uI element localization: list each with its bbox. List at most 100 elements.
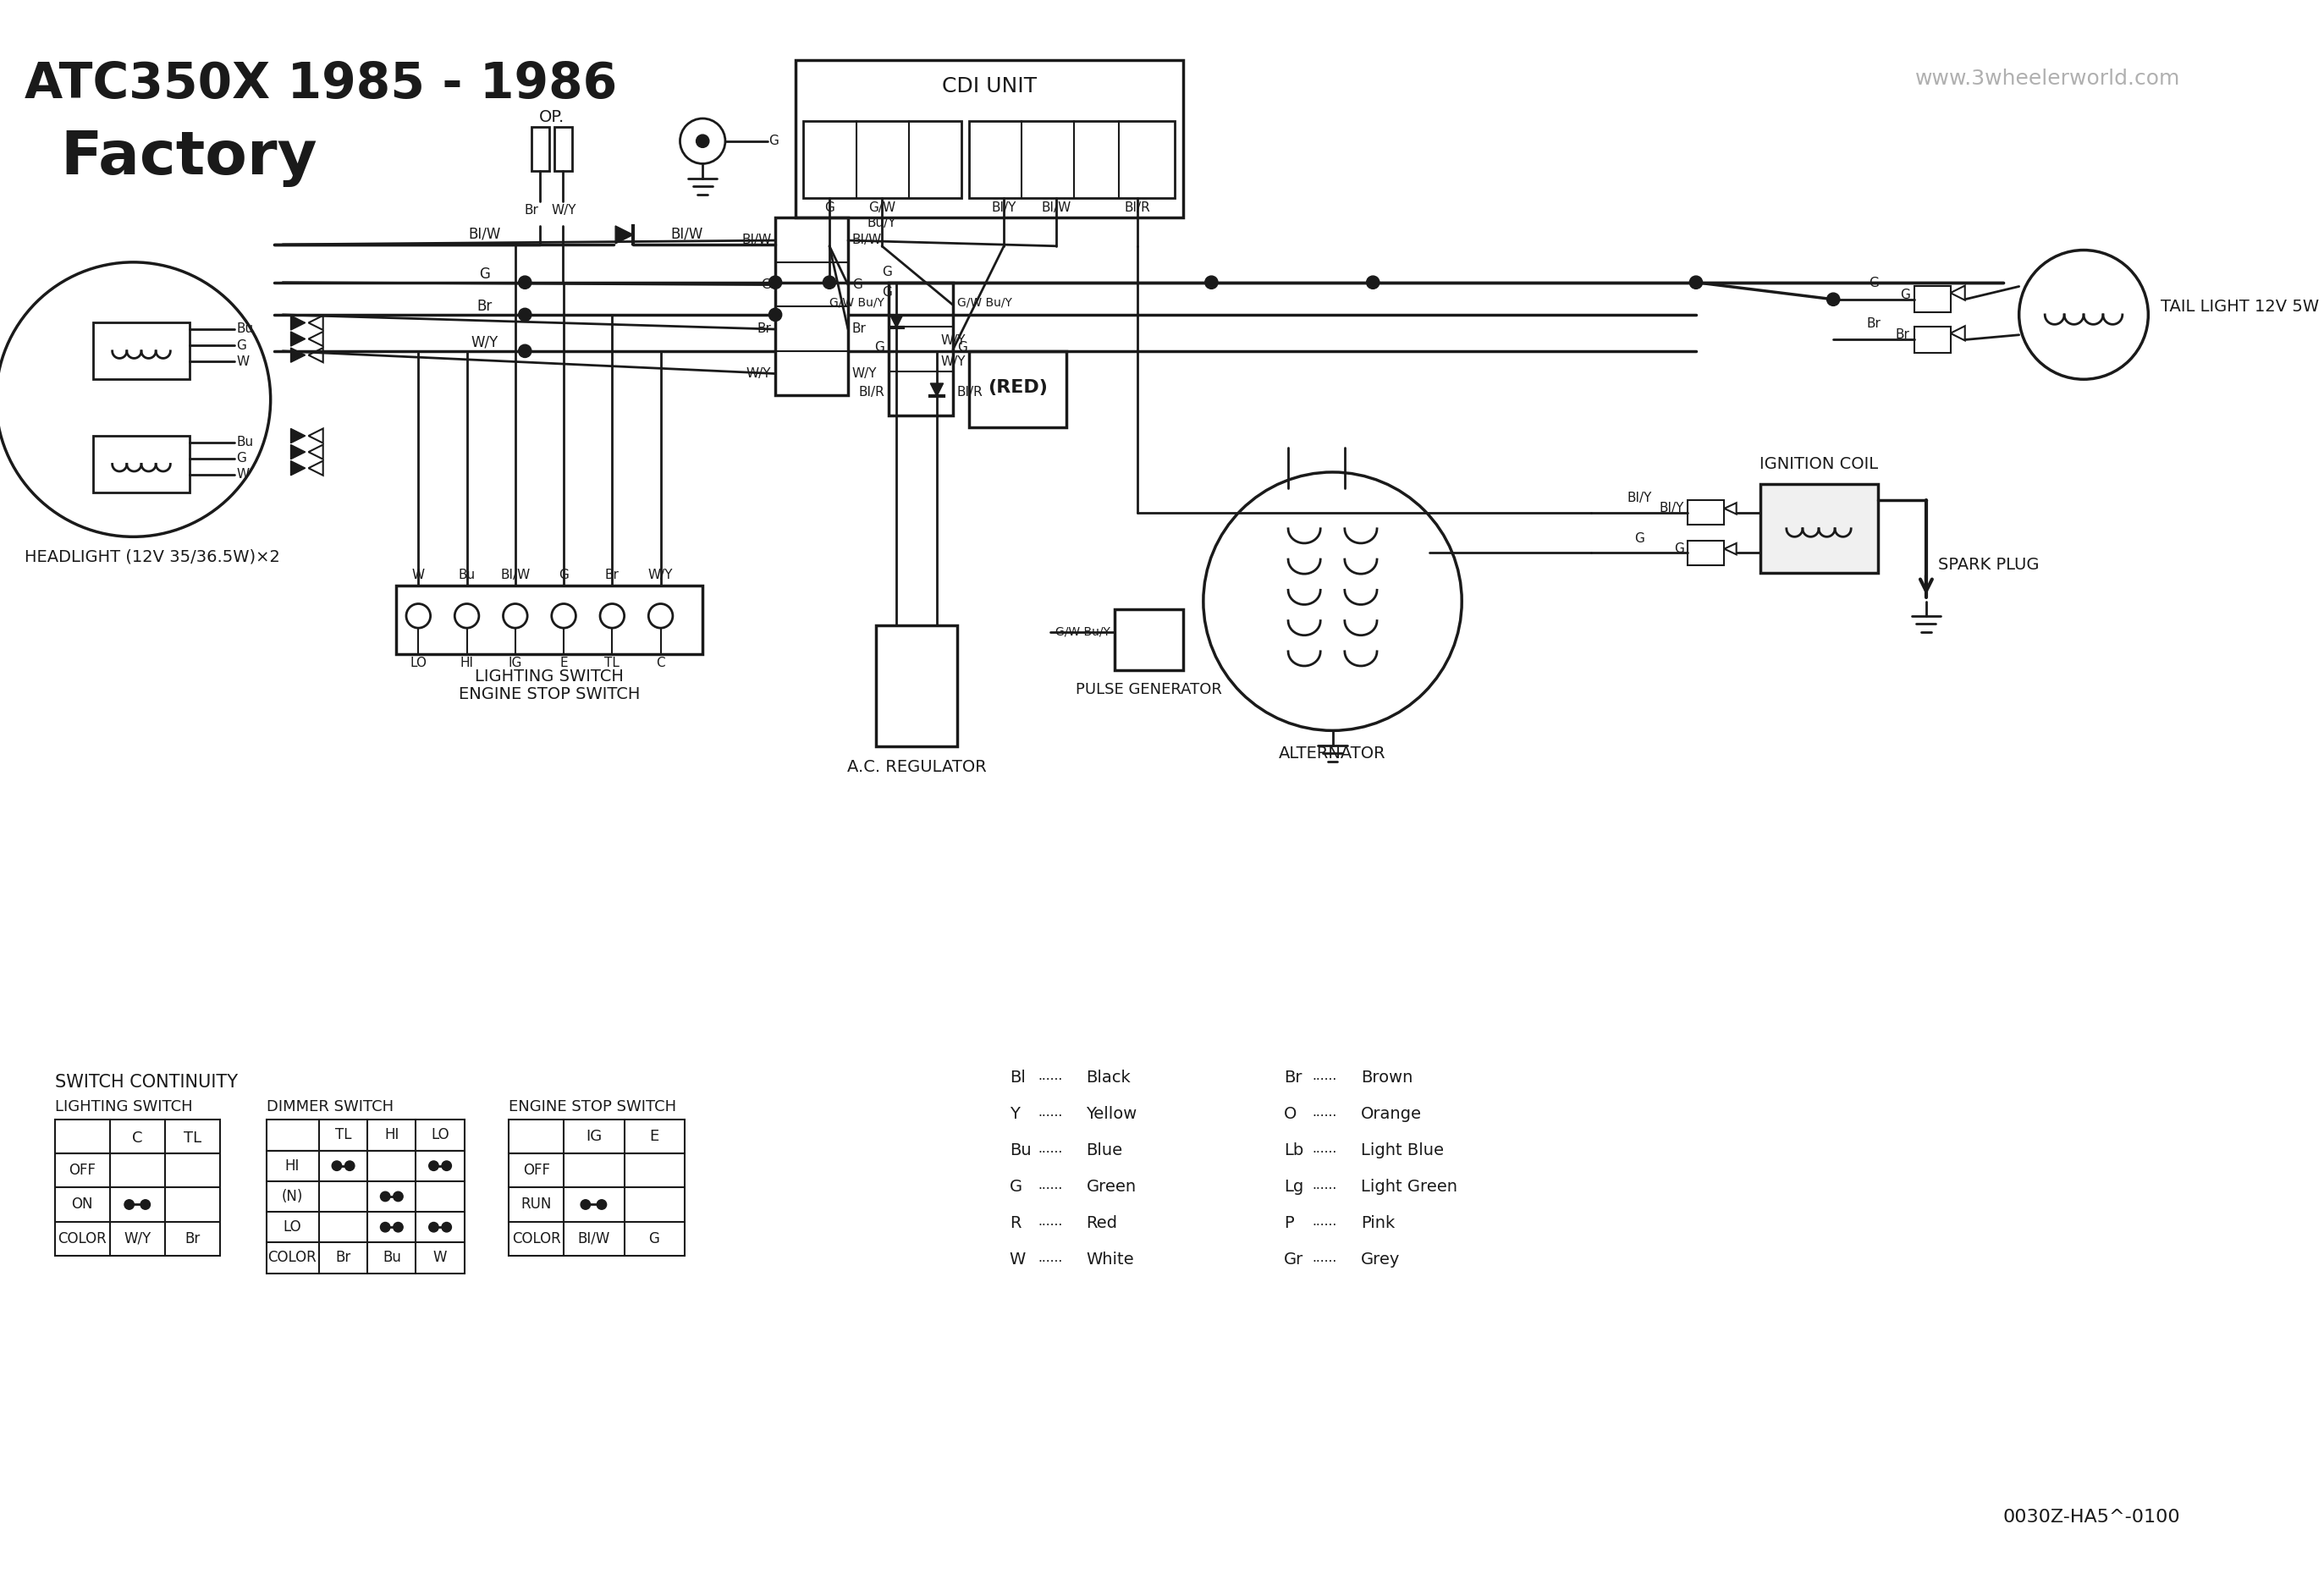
Text: Green: Green [1085,1178,1136,1195]
Text: HEADLIGHT (12V 35/36.5W)×2: HEADLIGHT (12V 35/36.5W)×2 [23,549,279,565]
Text: Grey: Grey [1362,1252,1399,1268]
Text: White: White [1085,1252,1134,1268]
Text: Yellow: Yellow [1085,1105,1136,1123]
Polygon shape [930,384,944,396]
Text: W/Y: W/Y [472,335,497,351]
Text: Br: Br [1285,1069,1301,1086]
Text: ······: ······ [1039,1146,1062,1159]
Text: ······: ······ [1313,1255,1336,1268]
Text: ······: ······ [1313,1219,1336,1232]
Text: W/Y: W/Y [853,368,876,381]
Text: TL: TL [184,1131,202,1146]
Text: HI: HI [286,1157,300,1173]
Text: BI/Y: BI/Y [1659,502,1685,515]
Bar [267,1120,465,1273]
Text: Br: Br [1866,317,1880,330]
Circle shape [518,308,532,321]
Text: BI/R: BI/R [858,385,885,398]
Text: BI/W: BI/W [469,227,500,242]
Circle shape [456,603,479,628]
Text: Light Blue: Light Blue [1362,1142,1443,1159]
Text: OFF: OFF [523,1164,551,1178]
Bar [532,126,548,171]
Polygon shape [290,428,304,444]
Text: W/Y: W/Y [123,1232,151,1246]
Text: G: G [648,1232,660,1246]
Text: DIMMER SWITCH: DIMMER SWITCH [267,1099,393,1115]
Text: PULSE GENERATOR: PULSE GENERATOR [1076,682,1222,698]
Text: BI/Y: BI/Y [1627,491,1652,504]
Text: G: G [1009,1178,1023,1195]
Text: G/W
Bu/Y: G/W Bu/Y [867,202,897,229]
Text: W/Y: W/Y [941,335,967,347]
Text: ······: ······ [1039,1255,1062,1268]
Text: ······: ······ [1313,1146,1336,1159]
Text: ON: ON [72,1197,93,1213]
Text: G: G [1901,287,1910,302]
Text: ······: ······ [1039,1183,1062,1195]
Bar [56,1120,221,1255]
Polygon shape [290,347,304,362]
Polygon shape [890,314,904,327]
Bar [776,218,848,395]
Text: BI/W: BI/W [853,234,881,246]
Text: A.C. REGULATOR: A.C. REGULATOR [846,759,985,775]
Bar [1915,327,1950,352]
Text: G: G [769,134,779,147]
Text: Blue: Blue [1085,1142,1122,1159]
Circle shape [332,1161,342,1170]
Text: W: W [237,355,249,368]
Text: G: G [883,265,892,278]
Polygon shape [1724,543,1736,554]
Bar [509,1120,686,1255]
Text: Bu: Bu [237,322,253,335]
Text: G: G [957,341,967,354]
Bar [395,586,702,654]
Circle shape [581,1200,590,1210]
Circle shape [442,1161,451,1170]
Bar [1687,501,1724,524]
Text: RUN: RUN [521,1197,551,1213]
Bar [876,625,957,747]
Text: Lg: Lg [1285,1178,1304,1195]
Text: G/W Bu/Y: G/W Bu/Y [1055,625,1111,638]
Text: G: G [853,278,862,291]
Bar [804,122,962,197]
Text: R: R [1009,1216,1020,1232]
Text: ALTERNATOR: ALTERNATOR [1278,745,1385,761]
Circle shape [1204,276,1218,289]
Circle shape [823,276,837,289]
Text: C: C [132,1131,142,1146]
Circle shape [769,276,781,289]
Text: W/Y: W/Y [648,568,674,581]
Text: G/W Bu/Y: G/W Bu/Y [830,297,885,309]
Bar [888,283,953,415]
Text: Br: Br [335,1251,351,1265]
Bar [93,436,191,493]
Text: Y: Y [1009,1105,1020,1123]
Circle shape [769,308,781,321]
Polygon shape [309,428,323,444]
Text: Brown: Brown [1362,1069,1413,1086]
Text: G: G [237,339,246,352]
Text: BI/R: BI/R [957,385,983,398]
Bar [795,60,1183,218]
Text: ······: ······ [1313,1110,1336,1123]
Text: BI/W: BI/W [500,568,530,581]
Text: ENGINE STOP SWITCH: ENGINE STOP SWITCH [458,687,639,703]
Polygon shape [309,445,323,459]
Circle shape [597,1200,607,1210]
Text: G: G [883,286,892,298]
Text: Br: Br [184,1232,200,1246]
Text: LO: LO [409,657,428,669]
Text: Orange: Orange [1362,1105,1422,1123]
Text: ······: ······ [1039,1219,1062,1232]
Text: W/Y: W/Y [551,204,576,216]
Circle shape [0,262,270,537]
Text: LIGHTING SWITCH: LIGHTING SWITCH [56,1099,193,1115]
Circle shape [1690,276,1703,289]
Circle shape [1367,276,1380,289]
Text: TL: TL [335,1127,351,1143]
Text: OP.: OP. [539,109,565,125]
Text: (N): (N) [281,1189,302,1205]
